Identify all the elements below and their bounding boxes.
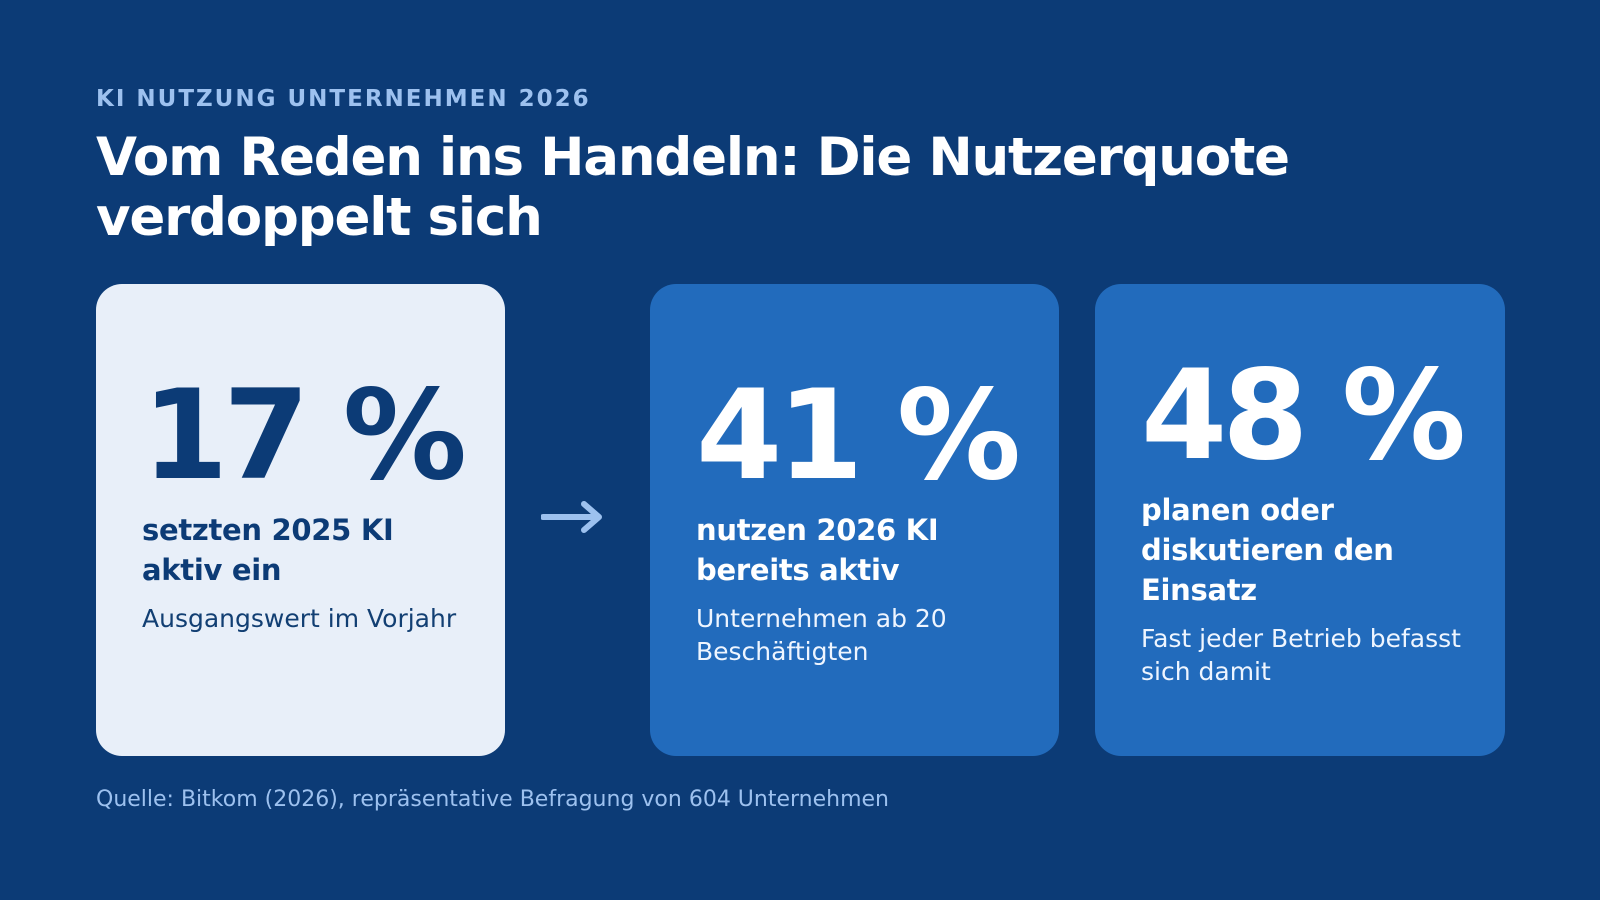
stat-card-planning: 48 % planen oder diskutieren den Einsatz… — [1095, 284, 1505, 756]
stat-card-planning-label: planen oder diskutieren den Einsatz — [1141, 493, 1394, 607]
page-eyebrow: KI NUTZUNG UNTERNEHMEN 2026 — [96, 86, 591, 112]
right-arrow-head — [581, 501, 602, 533]
stat-card-2026-active-label: nutzen 2026 KI bereits aktiv — [696, 513, 939, 587]
stat-card-planning-value: 48 % — [1141, 344, 1466, 488]
stat-card-2025-label: setzten 2025 KI aktiv ein — [142, 513, 394, 587]
stat-card-2026-active-value: 41 % — [696, 364, 1021, 508]
stat-card-planning-note: Fast jeder Betrieb befasst sich damit — [1141, 624, 1461, 686]
page-title: Vom Reden ins Handeln: Die Nutzerquote v… — [96, 128, 1396, 248]
stat-card-2025-note: Ausgangswert im Vorjahr — [142, 604, 457, 633]
page-title-line-2: verdoppelt sich — [96, 187, 543, 248]
stat-card-2026-active-note: Unternehmen ab 20 Beschäftigten — [696, 604, 947, 666]
stat-card-2026-active: 41 % nutzen 2026 KI bereits aktiv Untern… — [650, 284, 1059, 756]
right-arrow-icon — [541, 501, 602, 533]
stat-card-2025: 17 % setzten 2025 KI aktiv ein Ausgangsw… — [96, 284, 505, 756]
source-note: Quelle: Bitkom (2026), repräsentative Be… — [96, 787, 889, 812]
page-title-line-1: Vom Reden ins Handeln: Die Nutzerquote — [96, 127, 1290, 188]
stat-card-2025-value: 17 % — [142, 364, 467, 508]
